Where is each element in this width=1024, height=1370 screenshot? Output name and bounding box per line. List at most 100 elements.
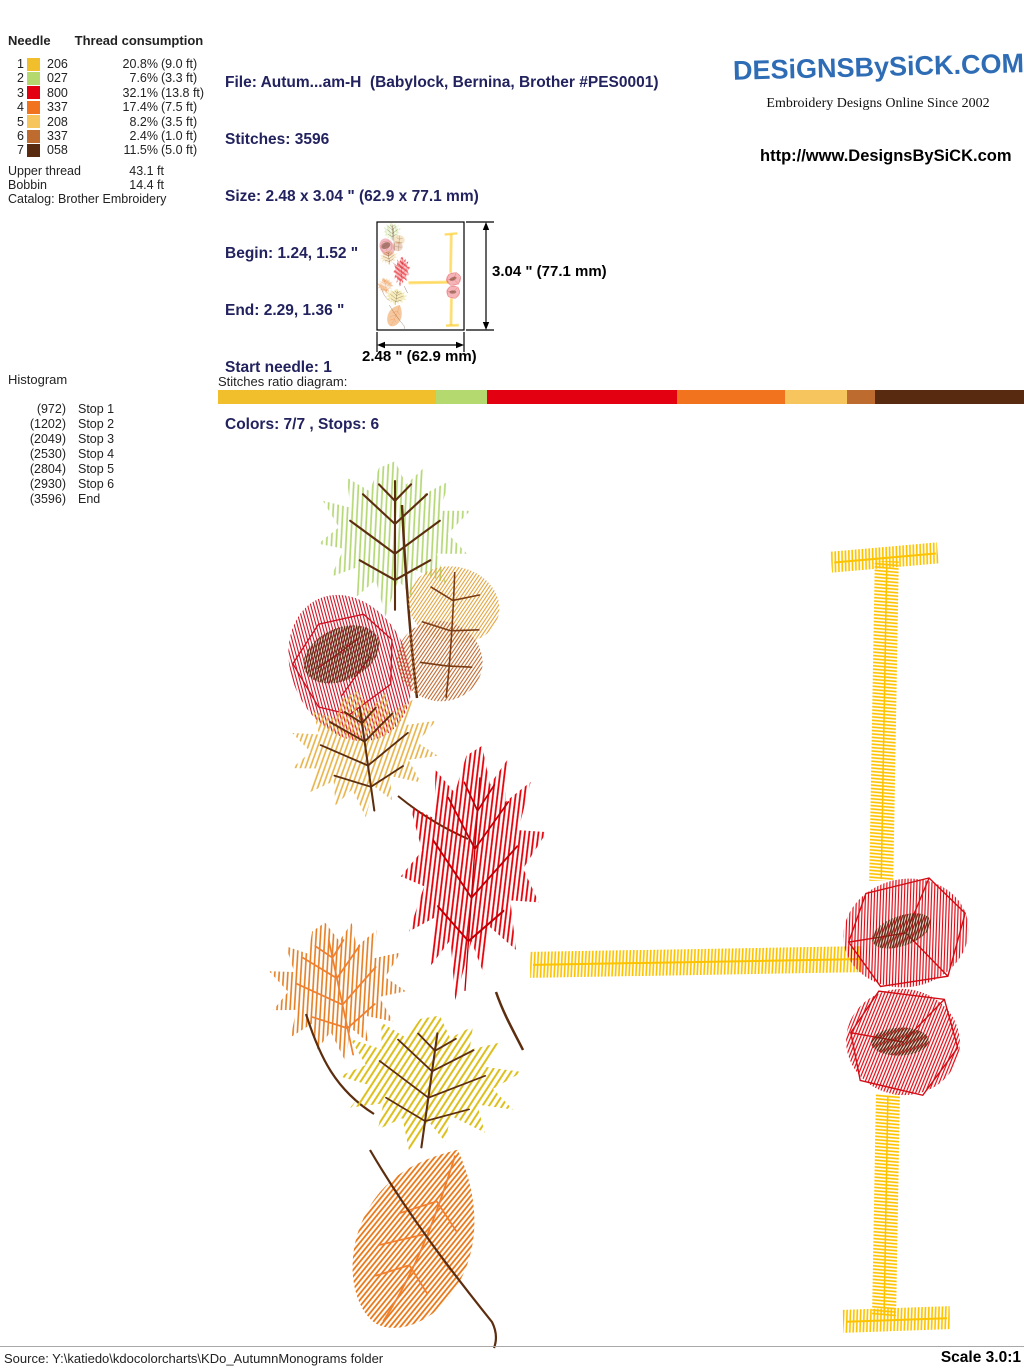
ratio-segment [785,390,847,404]
stop-label: Stop 4 [78,447,115,461]
ratio-segment [487,390,678,404]
stop-label: Stop 1 [78,402,115,416]
thread-code: 337 [47,100,68,115]
consumption-column-header: Thread consumption [74,33,204,48]
thread-percent: 2.4% [129,128,159,143]
stop-label: Stop 6 [78,477,115,491]
histogram-row: (2530) Stop 4 [8,447,114,462]
needle-table-row: 3 800 32.1% (13.8 ft) [8,86,204,100]
stitch-count: (2930) [29,477,66,491]
ratio-segment [846,390,875,404]
stitch-count: (2530) [29,447,66,461]
needle-table-row: 2 027 7.6% (3.3 ft) [8,71,204,85]
colors-line: Colors: 7/7 , Stops: 6 [225,416,380,433]
needle-table-header: Needle Thread consumption [8,33,203,48]
needle-table-row: 4 337 17.4% (7.5 ft) [8,100,204,114]
stitch-count: (1202) [29,417,66,431]
thread-length: (1.0 ft) [161,128,198,143]
thread-code: 206 [47,57,68,71]
size-line: Size: 2.48 x 3.04 " (62.9 x 77.1 mm) [225,188,479,205]
ratio-diagram-label: Stitches ratio diagram: [218,374,348,389]
source-path: Source: Y:\katiedo\kdocolorcharts\KDo_Au… [4,1351,384,1366]
thread-code: 058 [47,143,68,158]
file-name-line: File: Autum...am-H (Babylock, Bernina, B… [225,74,659,91]
upper-thread-value: 43.1 ft [129,164,164,178]
thread-length: (5.0 ft) [161,143,198,158]
needle-number: 4 [17,100,24,115]
thread-length: (7.5 ft) [161,100,198,115]
thread-color-swatch [27,144,40,158]
ratio-segment [677,390,786,404]
thread-color-swatch [27,86,40,100]
thread-code: 337 [47,128,68,143]
thread-length: (13.8 ft) [161,85,205,100]
stop-label: Stop 5 [78,462,115,476]
needle-number: 6 [17,128,24,143]
catalog-line: Catalog: Brother Embroidery [8,192,167,206]
stitch-count: (2049) [29,432,66,446]
thread-length: (3.3 ft) [161,71,198,86]
thread-percent: 11.5% [123,143,158,158]
thumbnail-border [376,221,465,331]
thread-percent: 20.8% [122,57,158,71]
needle-number: 5 [17,114,24,129]
thread-percent: 17.4% [122,100,158,115]
footer-divider [0,1346,1024,1347]
file-info-block: File: Autum...am-H (Babylock, Bernina, B… [225,35,659,472]
stop-label: Stop 3 [78,432,115,446]
ratio-segment [435,390,488,404]
start-needle-line: Start needle: 1 [225,359,332,376]
bobbin-label: Bobbin [8,178,47,192]
histogram-row: (2804) Stop 5 [8,462,114,477]
thread-color-swatch [27,72,40,86]
thread-percent: 7.6% [129,71,159,86]
histogram-list: (972) Stop 1 (1202) Stop 2 (2049) Stop 3… [8,402,114,507]
stitch-count: (3596) [29,492,66,506]
stop-label: Stop 2 [78,417,115,431]
thread-length: (9.0 ft) [161,57,198,71]
stitch-count: (2804) [29,462,66,476]
thread-percent: 32.1% [122,85,158,100]
height-dimension-label: 3.04 " (77.1 mm) [492,263,607,280]
brand-tagline: Embroidery Designs Online Since 2002 [766,96,990,111]
upper-thread-label: Upper thread [8,164,81,178]
needle-table-row: 6 337 2.4% (1.0 ft) [8,129,204,143]
histogram-row: (972) Stop 1 [8,402,114,417]
needle-table: 1 206 20.8% (9.0 ft) 2 027 7.6% (3.3 ft)… [8,57,204,158]
width-dimension-label: 2.48 " (62.9 mm) [362,348,477,365]
needle-number: 3 [17,85,24,100]
histogram-row: (3596) End [8,492,114,507]
stitches-ratio-bar [218,390,1024,404]
thread-length: (3.5 ft) [161,114,198,129]
ratio-segment [218,390,436,404]
thread-code: 027 [47,71,68,86]
upper-thread-row: Upper thread 43.1 ft [8,165,164,178]
thread-color-swatch [27,129,40,143]
stitches-line: Stitches: 3596 [225,131,330,148]
brand-url-link[interactable]: http://www.DesignsBySiCK.com [760,147,1012,165]
needle-table-row: 5 208 8.2% (3.5 ft) [8,115,204,129]
bobbin-value: 14.4 ft [129,178,164,192]
thread-color-swatch [27,100,40,114]
needle-column-header: Needle [8,33,51,48]
thread-percent: 8.2% [129,114,159,129]
end-line: End: 2.29, 1.36 " [225,302,345,319]
ratio-segment [874,390,1024,404]
needle-number: 2 [17,71,24,86]
needle-number: 7 [17,143,24,158]
needle-table-row: 7 058 11.5% (5.0 ft) [8,143,204,157]
histogram-row: (2049) Stop 3 [8,432,114,447]
thread-code: 800 [47,85,68,100]
thread-color-swatch [27,57,40,71]
dimension-lines [376,221,494,352]
histogram-row: (2930) Stop 6 [8,477,114,492]
thread-color-swatch [27,115,40,129]
main-embroidery-art [257,461,978,1348]
histogram-title: Histogram [8,372,68,387]
thread-code: 208 [47,114,68,129]
needle-table-row: 1 206 20.8% (9.0 ft) [8,57,204,71]
stitch-count: (972) [36,402,66,416]
scale-label: Scale 3.0:1 [940,1349,1021,1366]
